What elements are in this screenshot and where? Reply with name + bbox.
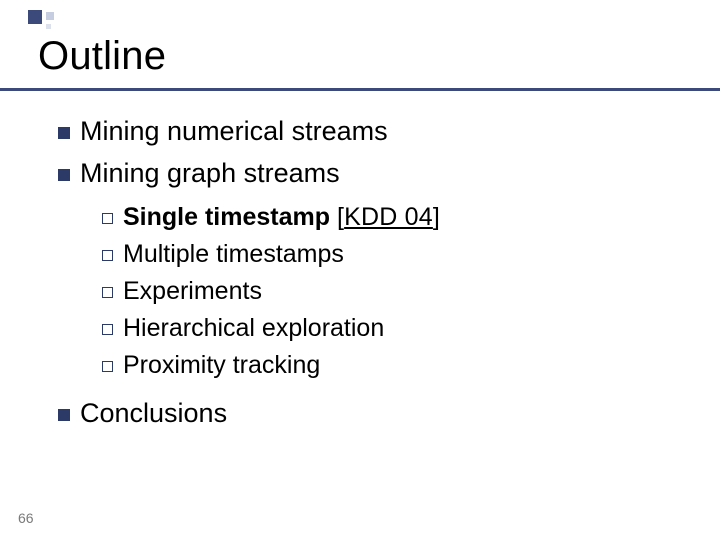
- bullet-text: Multiple timestamps: [123, 240, 344, 268]
- slide-title: Outline: [38, 34, 166, 79]
- slide-body: Mining numerical streams Mining graph st…: [58, 108, 440, 432]
- citation: [KDD 04]: [337, 203, 440, 231]
- bullet-l2: Hierarchical exploration: [102, 312, 440, 345]
- sub-bullet-group: Single timestamp [KDD 04] Multiple times…: [102, 201, 440, 382]
- decor-square-small: [46, 12, 54, 20]
- bullet-text: Experiments: [123, 277, 262, 305]
- bullet-l1: Conclusions: [58, 396, 440, 432]
- bullet-text: Mining graph streams: [80, 158, 340, 188]
- bullet-l2: Single timestamp [KDD 04]: [102, 201, 440, 234]
- square-bullet-hollow-icon: [102, 287, 113, 298]
- square-bullet-hollow-icon: [102, 361, 113, 372]
- square-bullet-hollow-icon: [102, 213, 113, 224]
- bullet-l1: Mining graph streams: [58, 156, 440, 192]
- bullet-text: Proximity tracking: [123, 351, 320, 379]
- square-bullet-hollow-icon: [102, 324, 113, 335]
- bullet-l1: Mining numerical streams: [58, 114, 440, 150]
- bullet-l2: Multiple timestamps: [102, 238, 440, 271]
- bullet-text: Mining numerical streams: [80, 116, 388, 146]
- title-rule: [0, 88, 720, 91]
- decor-square-tiny: [46, 24, 51, 29]
- cite-bracket-close: ]: [433, 203, 440, 231]
- square-bullet-filled-icon: [58, 127, 70, 139]
- square-bullet-hollow-icon: [102, 250, 113, 261]
- decor-square-large: [28, 10, 42, 24]
- bullet-text: Hierarchical exploration: [123, 314, 384, 342]
- bullet-text: Conclusions: [80, 398, 227, 428]
- cite-text: KDD 04: [344, 203, 433, 231]
- bullet-l2: Proximity tracking: [102, 349, 440, 382]
- bullet-text-bold: Single timestamp: [123, 203, 337, 231]
- page-number: 66: [18, 510, 34, 526]
- square-bullet-filled-icon: [58, 409, 70, 421]
- square-bullet-filled-icon: [58, 169, 70, 181]
- bullet-l2: Experiments: [102, 275, 440, 308]
